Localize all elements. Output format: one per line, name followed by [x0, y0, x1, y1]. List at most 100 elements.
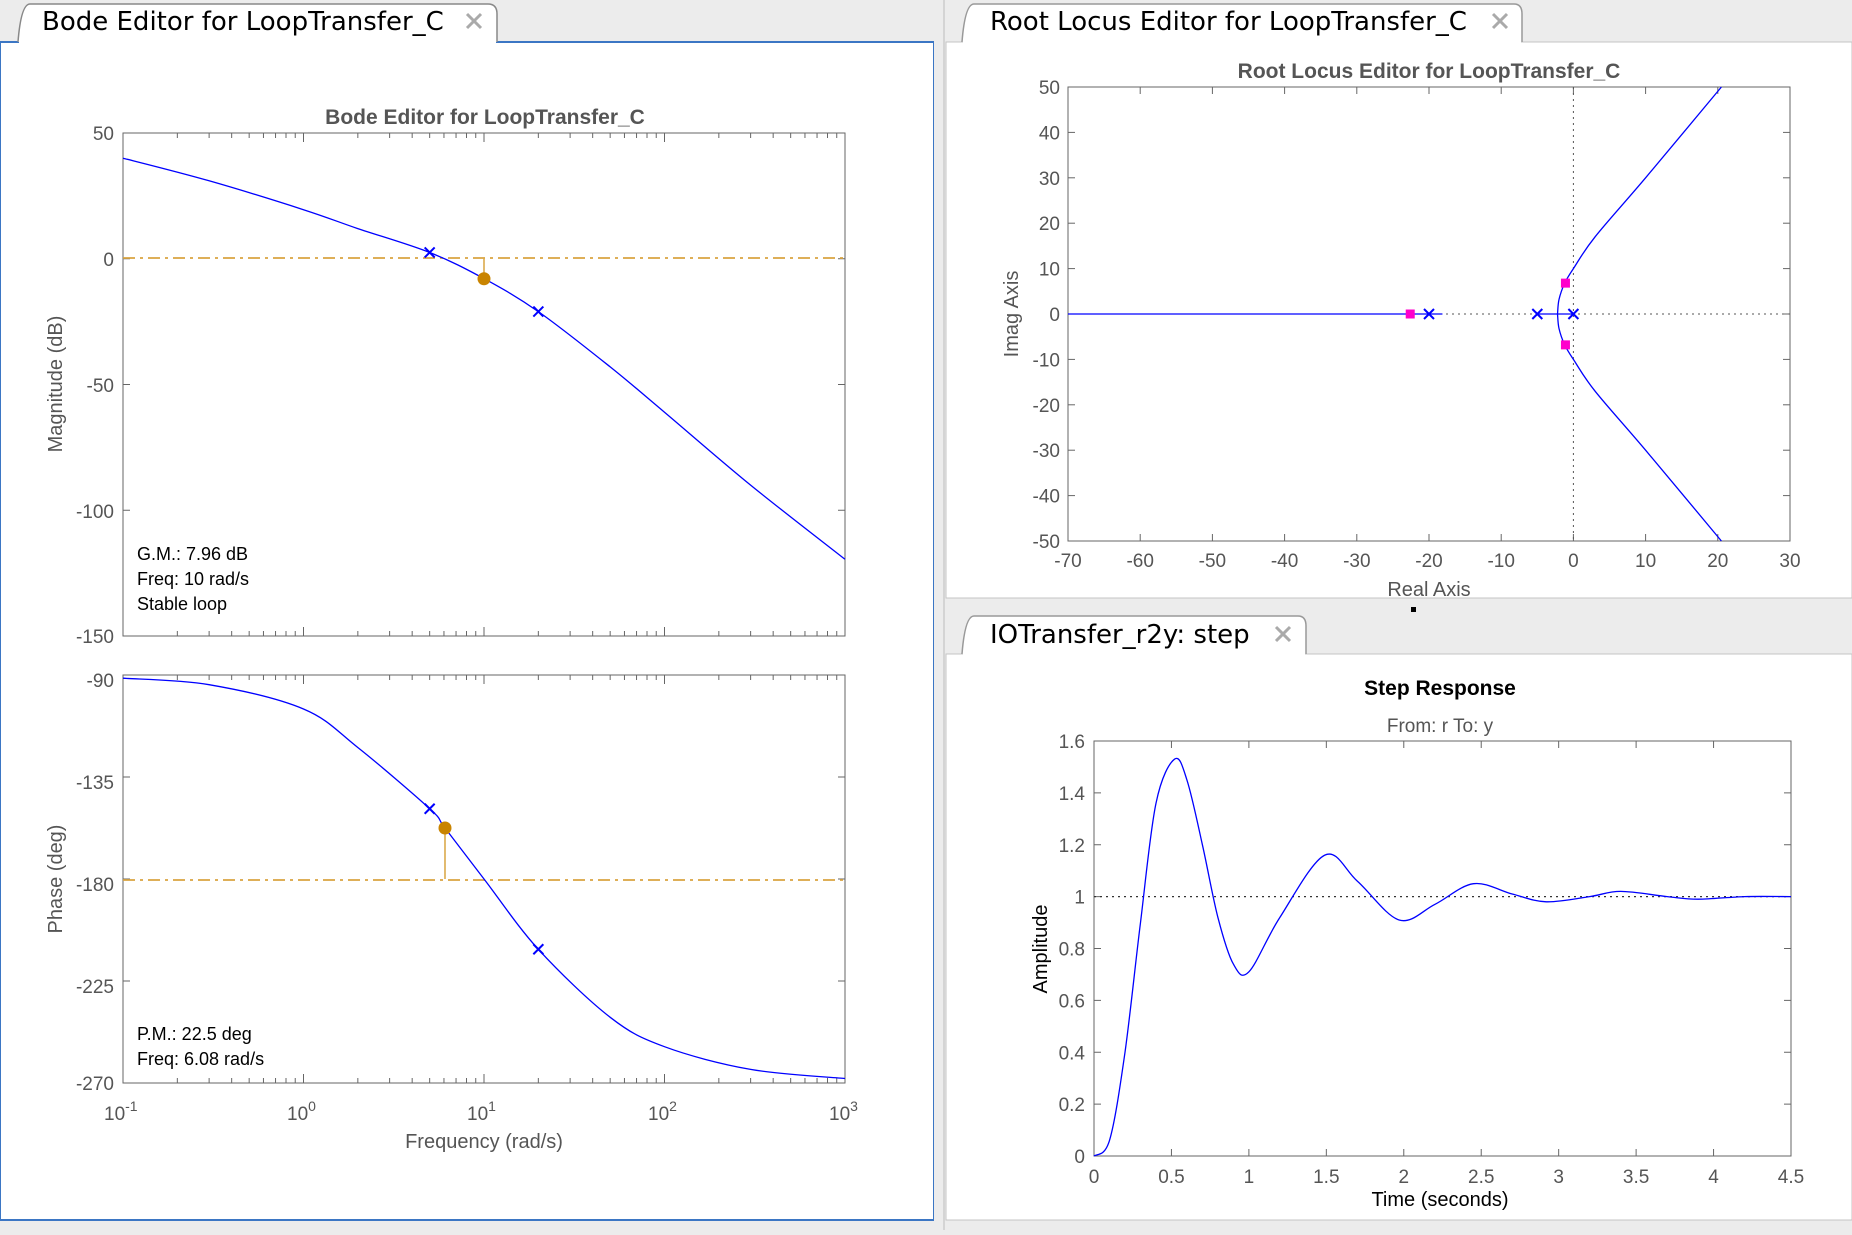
gain-margin-marker [477, 272, 491, 286]
compensator-pole-marker [532, 943, 545, 955]
gain-margin-freq: Freq: 10 rad/s [137, 569, 249, 589]
step-xtick-label: 2.5 [1468, 1167, 1494, 1188]
step-xtick-label: 3 [1553, 1167, 1564, 1188]
step-xtick-label: 1.5 [1313, 1167, 1339, 1188]
rlocus-xtick-label: 0 [1568, 551, 1579, 572]
bode-ticks [122, 132, 845, 1084]
step-ytick-label: 0.2 [1059, 1095, 1085, 1116]
phase-margin-freq: Freq: 6.08 rad/s [137, 1049, 264, 1069]
step-ytick-label: 0.4 [1059, 1043, 1086, 1064]
step-ytick-label: 1.4 [1059, 784, 1086, 805]
magnitude-curve [122, 157, 846, 560]
step-tab[interactable] [961, 615, 1307, 655]
step-xtick-label: 1 [1244, 1167, 1255, 1188]
rlocus-xtick-label: 10 [1635, 551, 1656, 572]
freq-xtick: 10-1 [104, 1098, 138, 1125]
step-xlabel: Time (seconds) [1371, 1189, 1508, 1211]
step-ytick-label: 1 [1074, 888, 1085, 909]
mag-ytick: 0 [103, 250, 114, 271]
compensator-pole-marker [423, 246, 436, 259]
rlocus-ytick-label: -40 [1033, 487, 1060, 508]
rlocus-title: Root Locus Editor for LoopTransfer_C [1238, 60, 1621, 83]
rlocus-plot [1068, 86, 1790, 542]
mag-ytick: -50 [87, 376, 114, 397]
rlocus-branch [1556, 86, 1722, 315]
rlocus-xtick-label: 30 [1779, 551, 1800, 572]
phase-ytick: -225 [76, 977, 114, 998]
closed-loop-pole-marker [1560, 340, 1570, 350]
rlocus-xtick-label: -10 [1487, 551, 1514, 572]
rlocus-ytick-label: 20 [1039, 214, 1060, 235]
compensator-pole-marker [423, 803, 436, 815]
phase-ytick: -180 [76, 875, 114, 896]
step-ytick-label: 1.6 [1059, 732, 1085, 753]
magnitude-axes [122, 132, 846, 637]
rlocus-branch [1556, 313, 1722, 542]
bode-title: Bode Editor for LoopTransfer_C [325, 106, 645, 129]
rlocus-xtick-label: -50 [1199, 551, 1226, 572]
phase-ytick: -135 [76, 773, 114, 794]
step-ytick-label: 1.2 [1059, 836, 1085, 857]
phase-margin-marker [438, 821, 452, 835]
phase-ytick: -270 [76, 1074, 114, 1095]
step-title: Step Response [1364, 677, 1516, 700]
rlocus-ylabel: Imag Axis [1001, 271, 1023, 358]
step-subtitle: From: r To: y [1387, 716, 1494, 737]
rlocus-ytick-label: -50 [1033, 532, 1060, 553]
freq-xtick: 100 [287, 1098, 316, 1125]
step-xtick-label: 0 [1089, 1167, 1100, 1188]
gain-margin-text: G.M.: 7.96 dB [137, 544, 248, 564]
step-response-curve [1093, 757, 1792, 1157]
step-tab-label: IOTransfer_r2y: step [990, 620, 1250, 650]
bode-editor-panel: Bode Editor for LoopTransfer_C Bode Edit… [0, 3, 935, 1221]
step-axes [1093, 740, 1792, 1157]
closed-loop-pole-marker [1560, 278, 1570, 288]
rlocus-tab[interactable] [961, 3, 1523, 43]
phase-margin-text: P.M.: 22.5 deg [137, 1024, 252, 1044]
rlocus-ytick-label: 40 [1039, 123, 1060, 144]
mag-ytick: -150 [76, 627, 114, 648]
bode-tab-label: Bode Editor for LoopTransfer_C [42, 7, 444, 37]
bode-curves [122, 157, 846, 1080]
freq-xtick: 103 [829, 1098, 858, 1125]
rlocus-ytick-label: 0 [1049, 305, 1060, 326]
panel-resize-handle[interactable] [1411, 607, 1416, 612]
step-xtick-label: 4 [1708, 1167, 1719, 1188]
step-ytick-label: 0 [1074, 1147, 1085, 1168]
rlocus-xtick-label: -20 [1415, 551, 1442, 572]
step-xtick-label: 3.5 [1623, 1167, 1649, 1188]
rlocus-tab-close-icon[interactable] [1491, 12, 1509, 30]
bode-xlabel: Frequency (rad/s) [405, 1131, 563, 1153]
freq-xtick: 101 [467, 1098, 496, 1125]
rlocus-ytick-label: 50 [1039, 78, 1060, 99]
rlocus-xtick-label: 20 [1707, 551, 1728, 572]
rlocus-xtick-label: -30 [1343, 551, 1370, 572]
loop-stability: Stable loop [137, 594, 227, 614]
step-plot [1093, 757, 1792, 1157]
rlocus-ytick-label: 30 [1039, 169, 1060, 190]
phase-curve [122, 677, 846, 1080]
rlocus-ytick-label: -10 [1033, 350, 1060, 371]
step-xtick-label: 0.5 [1158, 1167, 1184, 1188]
step-response-panel: IOTransfer_r2y: step Step Response From:… [945, 615, 1852, 1221]
rlocus-xtick-label: -40 [1271, 551, 1298, 572]
rlocus-ytick-label: 10 [1039, 260, 1060, 281]
compensator-pole-marker [532, 305, 545, 318]
vertical-splitter[interactable] [934, 0, 946, 1230]
rlocus-tab-label: Root Locus Editor for LoopTransfer_C [990, 7, 1467, 37]
root-locus-panel: Root Locus Editor for LoopTransfer_C Roo… [945, 3, 1852, 612]
open-loop-pole-marker [1567, 308, 1580, 320]
closed-loop-pole-marker [1405, 309, 1415, 319]
step-ytick-label: 0.6 [1059, 991, 1085, 1012]
step-tab-close-icon[interactable] [1274, 625, 1292, 643]
rlocus-xtick-label: -70 [1054, 551, 1081, 572]
rlocus-ytick-label: -30 [1033, 441, 1060, 462]
bode-tab-close-icon[interactable] [465, 12, 483, 30]
step-ticks [1093, 740, 1792, 1157]
open-loop-pole-marker [1423, 308, 1435, 320]
mag-ytick: 50 [93, 124, 114, 145]
phase-ytick: -90 [87, 671, 114, 692]
bode-tab[interactable] [17, 3, 498, 43]
step-ylabel: Amplitude [1030, 905, 1052, 994]
